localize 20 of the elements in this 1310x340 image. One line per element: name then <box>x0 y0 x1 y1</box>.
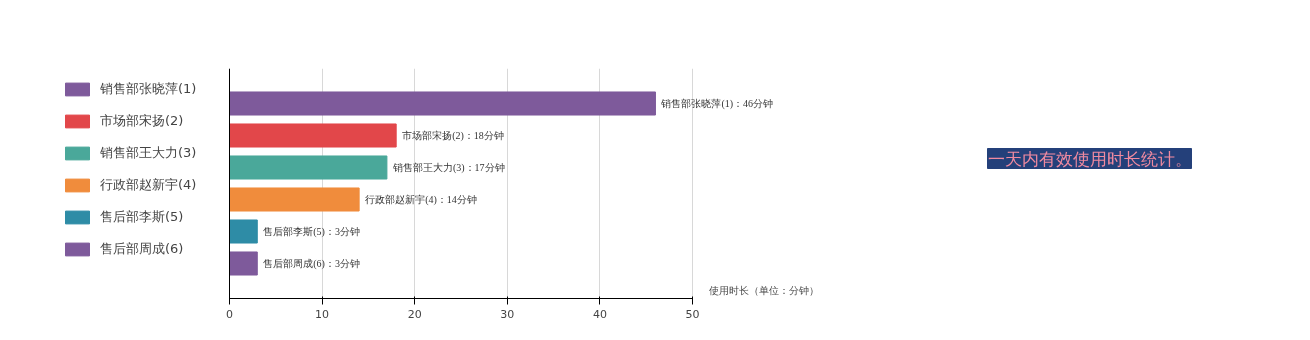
data-label: 市场部宋扬(2)：18分钟 <box>402 129 504 142</box>
x-tick-label: 0 <box>226 307 233 321</box>
data-label: 售后部李斯(5)：3分钟 <box>263 225 360 238</box>
x-tick-label: 20 <box>407 307 422 321</box>
data-label: 销售部张晓萍(1)：46分钟 <box>660 97 774 110</box>
x-axis-title: 使用时长（单位：分钟） <box>708 284 819 296</box>
x-tick-label: 30 <box>500 307 515 321</box>
x-tick-label: 10 <box>315 307 330 321</box>
legend-label: 市场部宋扬(2) <box>100 112 184 130</box>
legend-label: 行政部赵新宇(4) <box>100 176 197 194</box>
legend-label: 售后部周成(6) <box>100 240 184 258</box>
data-label: 行政部赵新宇(4)：14分钟 <box>365 193 477 206</box>
text: 一天内有效使用时长统计。 <box>987 148 1192 169</box>
data-label: 售后部周成(6)：3分钟 <box>263 257 360 270</box>
legend-label: 售后部李斯(5) <box>100 208 184 226</box>
data-label: 销售部王大力(3)：17分钟 <box>391 161 505 174</box>
legend-label: 销售部张晓萍(1) <box>100 80 197 98</box>
x-tick-label: 40 <box>592 307 607 321</box>
legend-label: 销售部王大力(3) <box>100 144 197 162</box>
x-tick-label: 50 <box>685 307 700 321</box>
